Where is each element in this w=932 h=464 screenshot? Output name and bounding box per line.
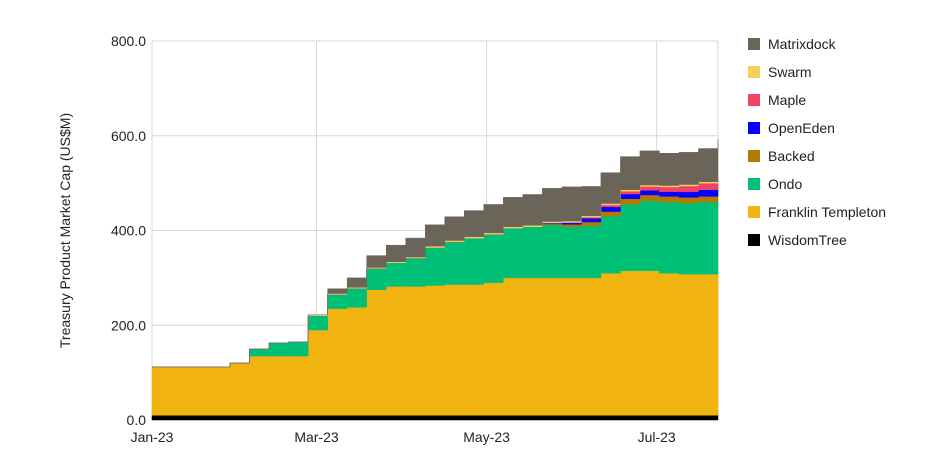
legend-swatch-backed: [748, 150, 760, 162]
legend-label-matrixdock: Matrixdock: [768, 36, 837, 52]
y-tick-label: 200.0: [111, 317, 146, 333]
y-tick-label: 400.0: [111, 223, 146, 239]
legend-label-backed: Backed: [768, 148, 815, 164]
y-axis: 0.0 200.0 400.0 600.0 800.0: [111, 33, 146, 428]
legend-swatch-swarm: [748, 66, 760, 78]
y-tick-label: 0.0: [127, 412, 147, 428]
legend-swatch-matrixdock: [748, 38, 760, 50]
area-series-layer: [151, 139, 719, 421]
x-axis: Jan-23 Mar-23 May-23 Jul-23: [131, 429, 676, 445]
y-tick-label: 600.0: [111, 128, 146, 144]
legend-label-ondo: Ondo: [768, 176, 802, 192]
legend-swatch-ondo: [748, 178, 760, 190]
area-series-franklin-templeton: [151, 270, 719, 416]
legend-label-wisdomtree: WisdomTree: [768, 232, 847, 248]
legend-label-franklin-templeton: Franklin Templeton: [768, 204, 886, 220]
legend-swatch-franklin-templeton: [748, 206, 760, 218]
x-tick-label: Jan-23: [131, 429, 174, 445]
area-series-matrixdock: [152, 139, 719, 368]
y-axis-title: Treasury Product Market Cap (US$M): [57, 113, 73, 348]
legend-label-openeden: OpenEden: [768, 120, 835, 136]
area-series-wisdomtree: [151, 415, 719, 421]
x-tick-label: Jul-23: [638, 429, 676, 445]
legend-swatch-openeden: [748, 122, 760, 134]
legend-swatch-maple: [748, 94, 760, 106]
y-tick-label: 800.0: [111, 33, 146, 49]
legend-label-swarm: Swarm: [768, 64, 812, 80]
legend-swatch-wisdomtree: [748, 234, 760, 246]
legend: Matrixdock Swarm Maple OpenEden Backed Ondo Fr…: [748, 36, 886, 248]
x-tick-label: May-23: [463, 429, 510, 445]
legend-label-maple: Maple: [768, 92, 806, 108]
x-tick-label: Mar-23: [294, 429, 339, 445]
